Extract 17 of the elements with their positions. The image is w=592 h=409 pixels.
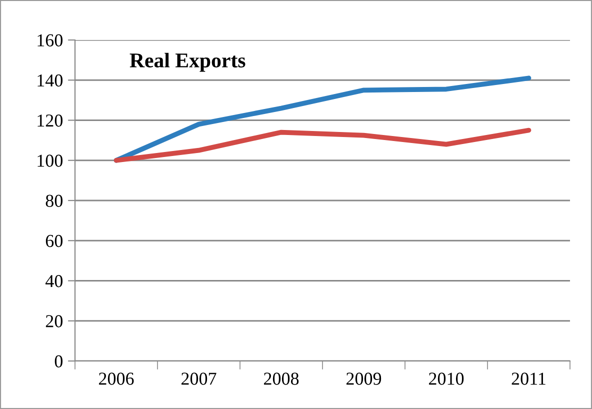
y-tick-label: 80	[46, 194, 63, 207]
y-tick-label: 160	[38, 34, 63, 46]
x-tick-label: 2006	[98, 372, 134, 385]
y-tick-label: 60	[46, 234, 63, 248]
line-series	[114, 128, 532, 163]
y-tick-label: 140	[38, 74, 63, 87]
text: Real Exports	[130, 52, 246, 72]
y-tick-label: 40	[45, 275, 63, 288]
y-tick-label: 120	[38, 114, 63, 127]
x-tick-label: 2011	[512, 372, 546, 385]
y-tick-label: 100	[38, 154, 63, 167]
x-tick-label: 2007	[181, 372, 216, 385]
x-tick-label: 2010	[428, 372, 464, 385]
x-tick-label: 2008	[264, 372, 299, 385]
x-tick-label: 2009	[346, 372, 382, 385]
y-tick-label: 20	[46, 315, 63, 328]
y-tick-label: 0	[54, 355, 63, 368]
